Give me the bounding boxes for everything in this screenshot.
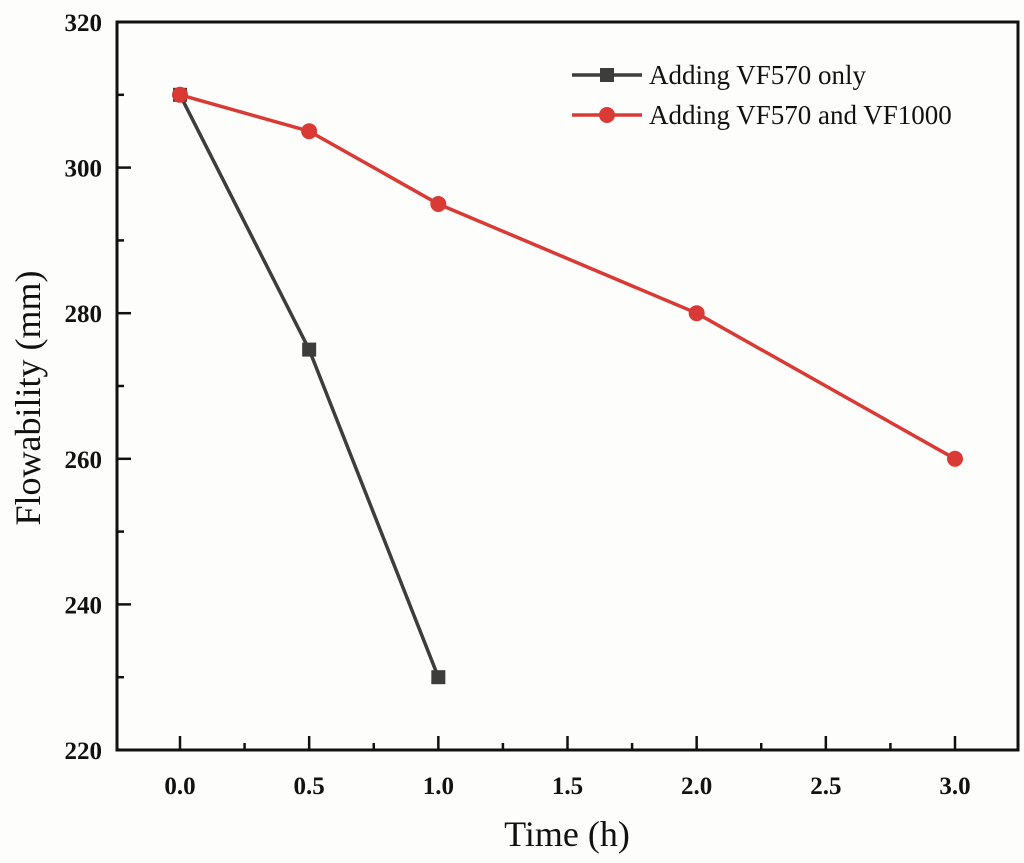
x-tick-label: 2.0 — [681, 773, 712, 800]
data-point-circle — [172, 86, 188, 103]
legend-item: Adding VF570 only — [572, 60, 867, 90]
y-tick-label: 320 — [65, 10, 103, 37]
data-point-circle — [430, 196, 447, 212]
series-2 — [172, 86, 963, 467]
y-tick-label: 260 — [65, 447, 103, 474]
data-point-square — [302, 342, 317, 357]
y-tick-label: 240 — [65, 592, 103, 619]
x-tick-label: 3.0 — [939, 773, 970, 800]
x-tick-label: 0.5 — [294, 773, 325, 800]
x-axis-title: Time (h) — [504, 814, 630, 854]
x-tick-label: 0.0 — [164, 773, 195, 800]
y-axis-title: Flowability (mm) — [8, 271, 48, 526]
y-tick-label: 280 — [65, 301, 103, 328]
x-tick-label: 2.5 — [810, 773, 841, 800]
data-point-circle — [688, 305, 705, 322]
series-line — [179, 93, 956, 461]
legend-label: Adding VF570 and VF1000 — [649, 100, 952, 130]
y-tick-label: 300 — [65, 156, 103, 183]
plot-frame — [115, 20, 1020, 752]
legend-label: Adding VF570 only — [649, 60, 867, 90]
legend-item: Adding VF570 and VF1000 — [572, 100, 952, 130]
data-point-circle — [947, 450, 963, 467]
data-point-square — [431, 670, 446, 685]
data-point-circle — [301, 123, 318, 140]
legend-marker-circle — [599, 107, 615, 123]
x-tick-label: 1.5 — [552, 773, 583, 800]
y-tick-label: 220 — [65, 738, 103, 765]
series-1 — [173, 87, 446, 685]
legend-marker-square — [600, 68, 614, 82]
x-tick-label: 1.0 — [423, 773, 454, 800]
